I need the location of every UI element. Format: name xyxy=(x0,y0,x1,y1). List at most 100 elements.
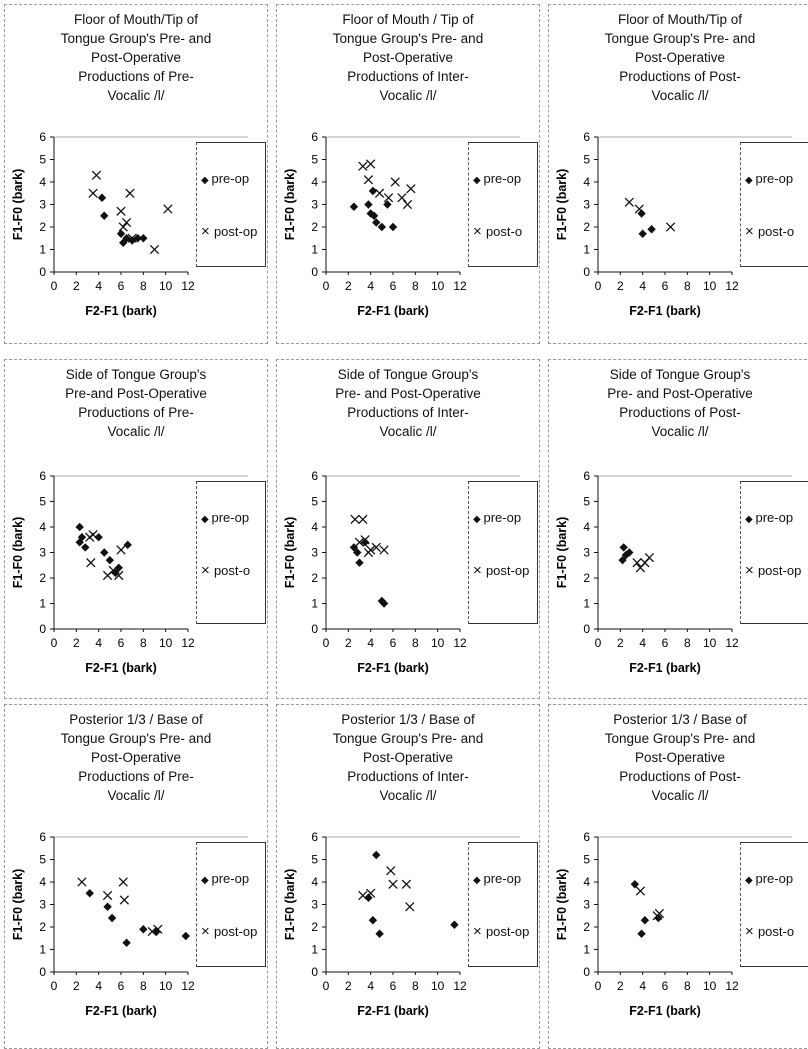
x-tick-label: 4 xyxy=(367,279,374,293)
legend: ◆ pre-op × post-op xyxy=(740,481,808,624)
post-op-marker xyxy=(390,177,400,187)
y-tick-label: 0 xyxy=(39,622,46,636)
post-op-marker xyxy=(102,890,113,901)
diamond-marker-icon: ◆ xyxy=(745,175,756,186)
legend-label: post-op xyxy=(213,224,258,239)
chart-title-line: Vocalic /l/ xyxy=(107,788,165,803)
x-tick-label: 8 xyxy=(140,636,147,650)
diamond-marker-icon: ◆ xyxy=(473,875,484,886)
y-tick-label: 1 xyxy=(311,597,318,611)
pre-op-marker xyxy=(103,902,112,911)
legend-item: ◆ pre-op xyxy=(201,871,249,886)
x-tick-label: 10 xyxy=(431,979,445,993)
x-tick-label: 6 xyxy=(662,279,669,293)
x-tick-label: 4 xyxy=(95,979,102,993)
y-tick-label: 5 xyxy=(311,153,318,167)
post-op-marker xyxy=(153,924,163,934)
post-op-marker xyxy=(118,877,128,887)
y-tick-label: 6 xyxy=(311,469,318,483)
x-axis-label: F2-F1 (bark) xyxy=(357,304,429,318)
post-op-marker xyxy=(149,244,160,255)
diamond-marker-icon: ◆ xyxy=(473,175,484,186)
post-op-marker xyxy=(360,535,370,545)
pre-op-marker xyxy=(630,880,640,889)
legend: ◆ pre-op × post-o xyxy=(740,842,808,967)
y-tick-label: 4 xyxy=(583,520,590,534)
y-tick-label: 4 xyxy=(311,175,318,189)
x-tick-label: 12 xyxy=(453,979,467,993)
x-axis-label: F2-F1 (bark) xyxy=(629,1004,701,1018)
chart-title-line: Productions of Inter- xyxy=(347,769,469,784)
y-tick-label: 6 xyxy=(39,830,46,844)
y-tick-label: 3 xyxy=(311,898,318,912)
chart-title: Side of Tongue Group's Pre- and Post-Oper… xyxy=(280,365,536,441)
x-tick-label: 12 xyxy=(725,279,739,293)
chart-title-line: Vocalic /l/ xyxy=(651,424,709,439)
x-tick-label: 2 xyxy=(345,279,352,293)
chart-title: Floor of Mouth/Tip of Tongue Group's Pre-… xyxy=(552,10,808,105)
y-tick-label: 2 xyxy=(583,920,590,934)
y-tick-label: 0 xyxy=(311,622,318,636)
post-op-marker xyxy=(127,233,137,243)
x-tick-label: 0 xyxy=(323,979,330,993)
chart-panel: Posterior 1/3 / Base of Tongue Group's Pr… xyxy=(548,704,808,1049)
y-tick-label: 0 xyxy=(311,265,318,279)
x-tick-label: 8 xyxy=(412,636,419,650)
diamond-marker-icon: ◆ xyxy=(201,514,212,525)
chart-title: Floor of Mouth / Tip of Tongue Group's Pr… xyxy=(280,10,536,105)
legend-label: pre-op xyxy=(755,510,794,525)
legend-label: post-op xyxy=(485,924,530,939)
legend-label: pre-op xyxy=(211,871,250,886)
chart-title-line: Posterior 1/3 / Base of xyxy=(69,712,203,727)
y-tick-label: 3 xyxy=(583,198,590,212)
x-tick-label: 4 xyxy=(639,979,646,993)
chart-title-line: Vocalic /l/ xyxy=(651,88,709,103)
post-op-marker xyxy=(116,206,126,216)
y-axis-label: F1-F0 (bark) xyxy=(555,169,569,241)
pre-op-marker xyxy=(647,225,656,234)
pre-op-marker xyxy=(625,548,634,557)
y-axis-label: F1-F0 (bark) xyxy=(283,517,297,589)
post-op-marker xyxy=(363,547,374,558)
y-tick-label: 6 xyxy=(39,130,46,144)
legend-item: ◆ pre-op xyxy=(745,871,793,886)
pre-op-marker xyxy=(75,522,84,532)
legend-label: pre-op xyxy=(483,510,522,525)
x-marker-icon: × xyxy=(473,923,486,940)
y-tick-label: 0 xyxy=(583,265,590,279)
y-tick-label: 5 xyxy=(583,495,590,509)
y-tick-label: 2 xyxy=(583,571,590,585)
pre-op-marker xyxy=(85,889,94,898)
chart-title: Posterior 1/3 / Base of Tongue Group's Pr… xyxy=(8,710,264,805)
chart-title-line: Floor of Mouth/Tip of xyxy=(73,12,199,27)
chart-title-line: Floor of Mouth/Tip of xyxy=(617,12,743,27)
legend-label: pre-op xyxy=(483,171,522,186)
pre-op-marker xyxy=(133,234,142,243)
chart-title-line: Vocalic /l/ xyxy=(107,88,165,103)
y-tick-label: 5 xyxy=(39,853,46,867)
post-op-marker xyxy=(366,159,376,169)
pre-op-marker xyxy=(105,555,115,565)
post-op-marker xyxy=(654,908,665,919)
chart-title-line: Post-Operative xyxy=(362,50,454,65)
y-tick-label: 1 xyxy=(583,943,590,957)
y-tick-label: 3 xyxy=(583,898,590,912)
y-tick-label: 5 xyxy=(583,153,590,167)
pre-op-marker xyxy=(640,916,650,925)
x-marker-icon: × xyxy=(201,923,214,940)
chart-panel: Side of Tongue Group's Pre- and Post-Oper… xyxy=(276,359,540,699)
legend-item: ◆ pre-op xyxy=(201,171,249,186)
legend-item: ◆ pre-op xyxy=(473,871,521,886)
diamond-marker-icon: ◆ xyxy=(201,175,212,186)
x-tick-label: 6 xyxy=(390,279,397,293)
y-tick-label: 3 xyxy=(39,898,46,912)
y-axis-label: F1-F0 (bark) xyxy=(283,869,297,941)
y-tick-label: 6 xyxy=(583,830,590,844)
post-op-marker xyxy=(350,514,360,525)
pre-op-marker xyxy=(107,913,117,923)
legend-item: × post-op xyxy=(473,923,529,940)
x-tick-label: 0 xyxy=(51,979,58,993)
